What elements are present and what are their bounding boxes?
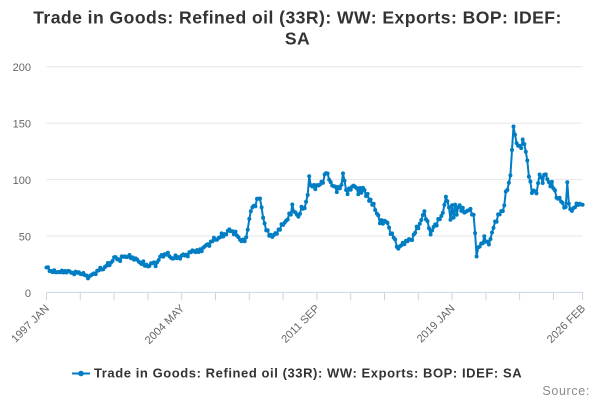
svg-text:SA: SA	[285, 29, 310, 49]
svg-text:0: 0	[25, 288, 31, 300]
svg-text:50: 50	[19, 232, 31, 244]
svg-text:Trade in Goods: Refined oil (3: Trade in Goods: Refined oil (33R): WW: E…	[33, 7, 562, 27]
svg-text:Trade in Goods: Refined oil (3: Trade in Goods: Refined oil (33R): WW: E…	[94, 366, 522, 381]
svg-text:150: 150	[13, 119, 31, 131]
svg-text:Source:: Source:	[542, 384, 590, 398]
svg-text:200: 200	[13, 62, 31, 74]
svg-text:100: 100	[13, 175, 31, 187]
